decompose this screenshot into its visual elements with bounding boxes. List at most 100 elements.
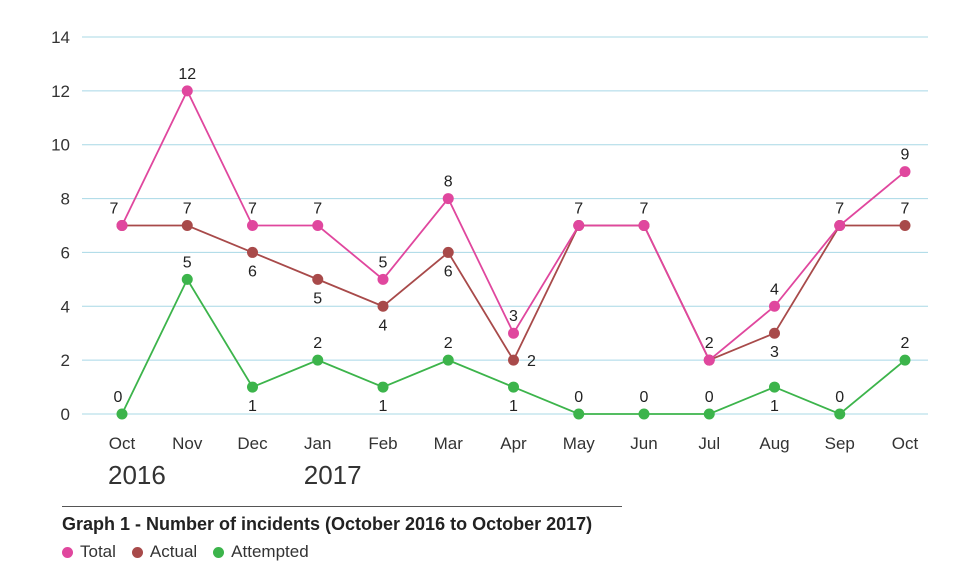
data-point-attempted — [442, 354, 454, 366]
data-point-total — [508, 327, 519, 339]
data-point-actual — [899, 220, 911, 231]
data-point-actual — [508, 354, 519, 366]
data-label-total: 7 — [574, 201, 583, 218]
x-tick-label: Oct — [109, 434, 136, 453]
data-label-total: 3 — [509, 308, 518, 325]
caption-divider — [62, 506, 622, 507]
data-label-actual: 4 — [379, 317, 388, 334]
data-point-actual — [769, 327, 780, 339]
x-tick-label: Jul — [698, 434, 720, 453]
x-tick-label: Apr — [500, 434, 527, 453]
data-point-attempted — [247, 381, 258, 393]
data-point-total — [703, 354, 715, 366]
year-label: 2017 — [304, 460, 362, 490]
data-point-total — [834, 220, 846, 231]
data-label-attempted: 1 — [770, 398, 779, 415]
y-tick-label: 6 — [61, 243, 70, 262]
data-label-total: 7 — [110, 201, 119, 218]
data-label-total: 8 — [444, 174, 453, 191]
data-point-attempted — [573, 408, 585, 420]
data-label-attempted: 1 — [248, 398, 257, 415]
data-point-actual — [247, 246, 258, 258]
x-tick-label: Feb — [368, 434, 397, 453]
data-point-total — [247, 220, 258, 231]
data-point-attempted — [703, 408, 715, 420]
data-label-total: 7 — [248, 201, 257, 218]
data-label-attempted: 2 — [901, 335, 910, 352]
legend-label-actual: Actual — [149, 542, 198, 561]
data-point-total — [442, 193, 454, 205]
x-tick-label: Aug — [759, 434, 789, 453]
data-label-attempted: 0 — [705, 389, 714, 406]
y-tick-label: 8 — [61, 190, 70, 209]
series-line-attempted — [121, 277, 906, 416]
data-point-actual — [181, 220, 193, 231]
y-tick-label: 0 — [61, 405, 70, 424]
series-line-actual — [122, 224, 905, 363]
data-point-attempted — [899, 354, 911, 366]
legend: Total Actual Attempted — [62, 542, 309, 562]
data-label-actual: 6 — [444, 263, 453, 280]
data-label-attempted: 2 — [444, 335, 453, 352]
data-label-actual: 3 — [770, 344, 779, 361]
data-label-total: 7 — [313, 201, 322, 218]
data-point-attempted — [508, 381, 519, 393]
data-label-total: 2 — [705, 335, 714, 352]
data-label-attempted: 1 — [509, 398, 518, 415]
data-point-actual — [442, 246, 454, 258]
x-tick-label: Nov — [172, 434, 203, 453]
data-label-total: 7 — [835, 201, 844, 218]
data-point-attempted — [116, 408, 128, 420]
legend-item-total: Total — [62, 542, 116, 562]
data-label-actual: 5 — [313, 290, 322, 307]
data-label-attempted: 2 — [313, 335, 322, 352]
legend-label-total: Total — [80, 542, 116, 561]
data-point-attempted — [377, 381, 389, 393]
data-label-actual: 6 — [248, 263, 257, 280]
data-point-attempted — [834, 408, 846, 420]
y-tick-label: 12 — [51, 82, 70, 101]
legend-marker-attempted — [213, 546, 225, 558]
data-label-actual: 7 — [183, 201, 192, 218]
y-tick-label: 10 — [51, 136, 70, 155]
data-label-attempted: 0 — [574, 389, 583, 406]
data-point-attempted — [312, 354, 324, 366]
data-point-attempted — [638, 408, 650, 420]
data-label-attempted: 1 — [379, 398, 388, 415]
data-point-total — [769, 300, 780, 312]
x-tick-label: May — [563, 434, 596, 453]
legend-label-attempted: Attempted — [231, 542, 309, 561]
data-label-actual: 2 — [527, 353, 536, 370]
y-tick-label: 4 — [61, 297, 70, 316]
data-point-attempted — [181, 273, 193, 285]
data-label-total: 12 — [178, 66, 196, 83]
data-label-total: 9 — [901, 147, 910, 164]
data-point-total — [638, 220, 650, 231]
data-label-attempted: 0 — [640, 389, 649, 406]
data-point-actual — [312, 273, 324, 285]
x-tick-label: Jan — [304, 434, 331, 453]
y-tick-label: 14 — [51, 28, 70, 47]
data-point-actual — [377, 300, 389, 312]
legend-marker-actual — [131, 546, 143, 558]
legend-item-actual: Actual — [131, 542, 198, 562]
data-label-total: 4 — [770, 281, 779, 298]
data-point-total — [573, 220, 585, 231]
data-label-attempted: 0 — [835, 389, 844, 406]
chart-title: Graph 1 - Number of incidents (October 2… — [62, 514, 593, 534]
data-point-total — [899, 166, 911, 178]
year-label: 2016 — [108, 460, 166, 490]
legend-item-attempted: Attempted — [213, 542, 309, 562]
data-label-actual: 7 — [901, 201, 910, 218]
data-label-attempted: 5 — [183, 254, 192, 271]
y-tick-label: 2 — [61, 351, 70, 370]
x-tick-label: Mar — [434, 434, 464, 453]
data-label-total: 7 — [640, 201, 649, 218]
data-point-total — [312, 220, 324, 231]
legend-marker-total — [62, 546, 73, 558]
data-label-attempted: 0 — [114, 389, 123, 406]
data-point-attempted — [769, 381, 780, 393]
data-label-total: 5 — [379, 254, 388, 271]
data-point-total — [377, 273, 389, 285]
